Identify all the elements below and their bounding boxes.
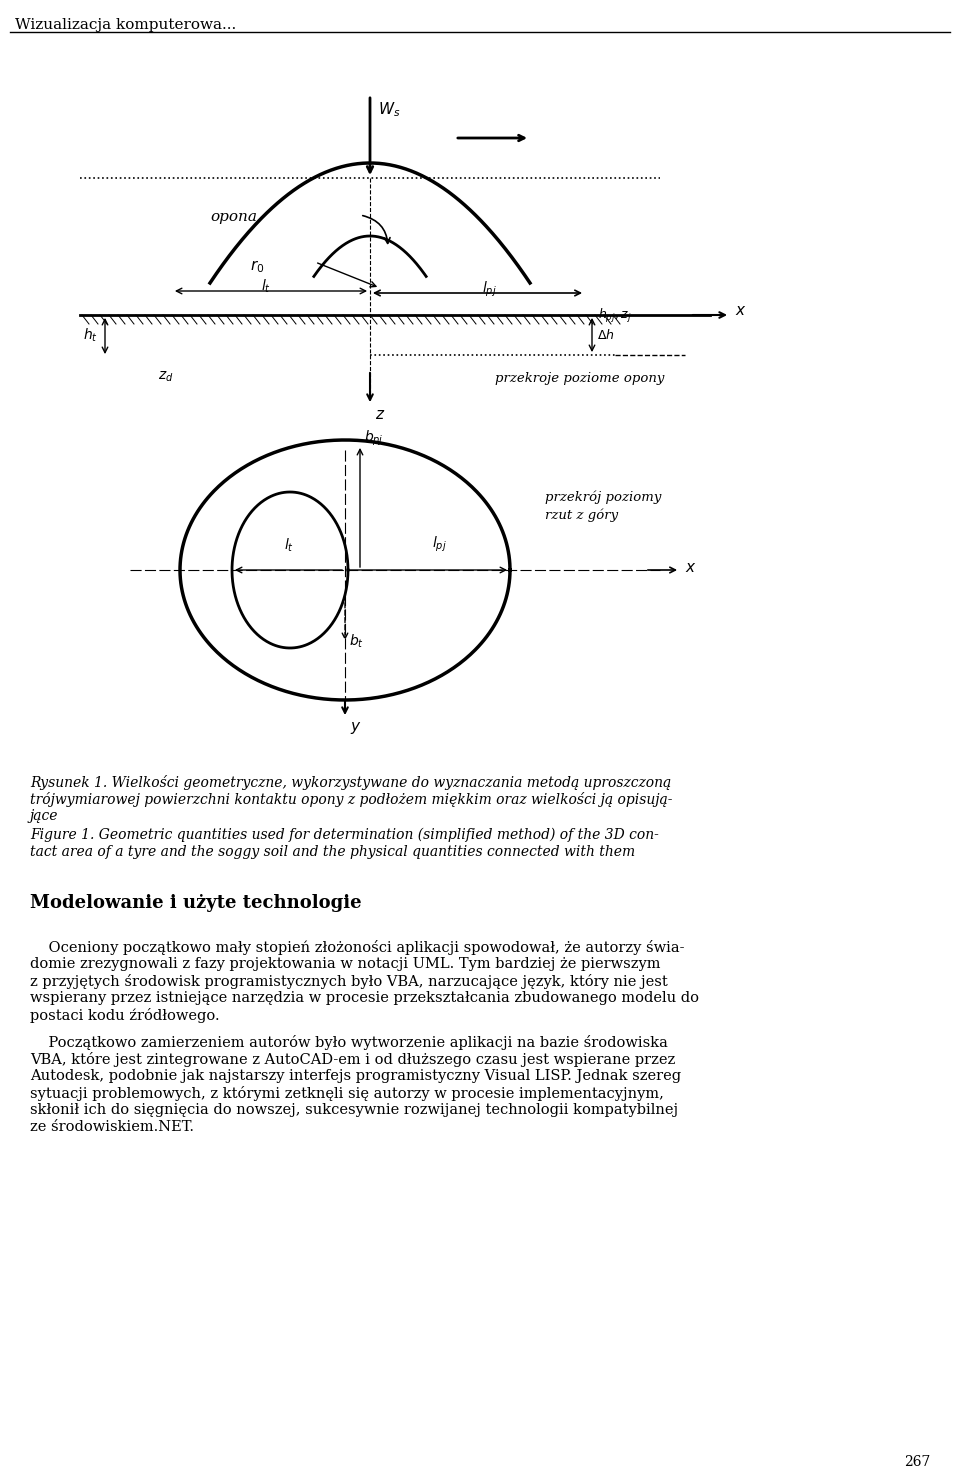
Text: rzut z góry: rzut z góry	[545, 507, 618, 522]
Text: $\Delta h$: $\Delta h$	[597, 327, 614, 342]
Text: tact area of a tyre and the soggy soil and the physical quantities connected wit: tact area of a tyre and the soggy soil a…	[30, 845, 636, 858]
Text: $h_t$: $h_t$	[83, 326, 98, 344]
Text: $l_{pj}$: $l_{pj}$	[433, 535, 447, 555]
Text: $r_0$: $r_0$	[250, 258, 264, 274]
Text: $h_{pj}, z_j$: $h_{pj}, z_j$	[598, 307, 632, 324]
Text: $x$: $x$	[735, 304, 747, 319]
Text: $z$: $z$	[375, 409, 385, 422]
Text: przekroje poziome opony: przekroje poziome opony	[495, 372, 664, 385]
Text: $l_{pj}$: $l_{pj}$	[483, 280, 497, 299]
Text: VBA, które jest zintegrowane z AutoCAD-em i od dłuższego czasu jest wspierane pr: VBA, które jest zintegrowane z AutoCAD-e…	[30, 1052, 675, 1066]
Text: $W_s$: $W_s$	[378, 100, 400, 118]
Text: wspierany przez istniejące narzędzia w procesie przekształcania zbudowanego mode: wspierany przez istniejące narzędzia w p…	[30, 991, 699, 1004]
Text: skłonił ich do sięgnięcia do nowszej, sukcesywnie rozwijanej technologii kompaty: skłonił ich do sięgnięcia do nowszej, su…	[30, 1103, 678, 1117]
Text: $b_t$: $b_t$	[349, 633, 364, 650]
Text: $x$: $x$	[685, 560, 697, 575]
Text: $b_{pj}$: $b_{pj}$	[364, 429, 384, 448]
Text: Modelowanie i użyte technologie: Modelowanie i użyte technologie	[30, 894, 362, 912]
Text: $y$: $y$	[350, 720, 362, 736]
Text: Figure 1. Geometric quantities used for determination (simplified method) of the: Figure 1. Geometric quantities used for …	[30, 827, 659, 842]
Text: Wizualizacja komputerowa...: Wizualizacja komputerowa...	[15, 18, 236, 32]
Text: Autodesk, podobnie jak najstarszy interfejs programistyczny Visual LISP. Jednak : Autodesk, podobnie jak najstarszy interf…	[30, 1069, 682, 1083]
Text: ze środowiskiem.NET.: ze środowiskiem.NET.	[30, 1120, 194, 1134]
Text: przekrój poziomy: przekrój poziomy	[545, 490, 661, 503]
Text: 267: 267	[903, 1454, 930, 1469]
Text: opona: opona	[210, 209, 257, 224]
Text: domie zrezygnowali z fazy projektowania w notacji UML. Tym bardziej że pierwszym: domie zrezygnowali z fazy projektowania …	[30, 957, 660, 971]
Text: z przyjętych środowisk programistycznych było VBA, narzucające język, który nie : z przyjętych środowisk programistycznych…	[30, 974, 668, 990]
Text: $z_d$: $z_d$	[158, 370, 174, 385]
Text: $l_t$: $l_t$	[261, 277, 271, 295]
Text: postaci kodu źródłowego.: postaci kodu źródłowego.	[30, 1007, 220, 1024]
Text: Początkowo zamierzeniem autorów było wytworzenie aplikacji na bazie środowiska: Początkowo zamierzeniem autorów było wyt…	[30, 1035, 668, 1050]
Text: Oceniony początkowo mały stopień złożoności aplikacji spowodował, że autorzy świ: Oceniony początkowo mały stopień złożono…	[30, 940, 684, 954]
Text: trójwymiarowej powierzchni kontaktu opony z podłożem miękkim oraz wielkości ją o: trójwymiarowej powierzchni kontaktu opon…	[30, 792, 673, 807]
Text: jące: jące	[30, 808, 59, 823]
Text: $l_t$: $l_t$	[283, 537, 294, 555]
Text: Rysunek 1. Wielkości geometryczne, wykorzystywane do wyznaczania metodą uproszcz: Rysunek 1. Wielkości geometryczne, wykor…	[30, 774, 671, 791]
Text: sytuacji problemowych, z którymi zetknęli się autorzy w procesie implementacyjny: sytuacji problemowych, z którymi zetknęl…	[30, 1086, 664, 1100]
